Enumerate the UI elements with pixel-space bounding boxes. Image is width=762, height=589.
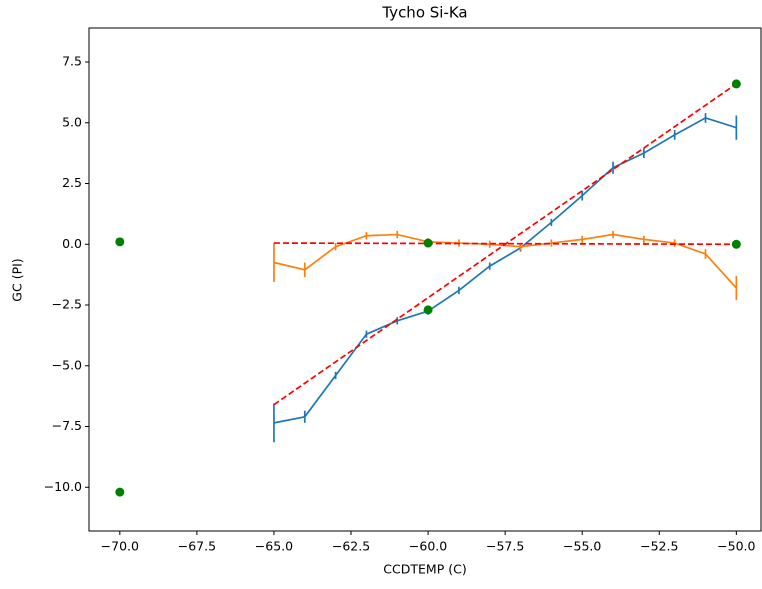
x-tick-label: −67.5 [178, 539, 216, 554]
x-tick-label: −65.0 [255, 539, 293, 554]
y-tick-label: −2.5 [52, 297, 82, 312]
y-tick-label: 2.5 [62, 175, 82, 190]
point [115, 487, 125, 497]
x-tick-label: −52.5 [640, 539, 678, 554]
data-line [273, 116, 737, 424]
x-tick-label: −57.5 [486, 539, 524, 554]
y-tick-label: 7.5 [62, 54, 82, 69]
x-tick-label: −70.0 [101, 539, 139, 554]
axes-frame [88, 27, 762, 532]
y-tick-label: −5.0 [52, 357, 82, 372]
y-tick-label: −7.5 [52, 418, 82, 433]
data-line [273, 233, 737, 289]
fit-line [273, 242, 737, 246]
point [423, 238, 433, 248]
y-tick-label: −10.0 [44, 479, 82, 494]
y-axis-label: GC (PI) [10, 258, 25, 301]
chart-title: Tycho Si-Ka [381, 4, 467, 22]
y-tick-label: 5.0 [62, 114, 82, 129]
x-tick-label: −55.0 [563, 539, 601, 554]
x-axis-label: CCDTEMP (C) [383, 562, 466, 577]
x-tick-label: −62.5 [332, 539, 370, 554]
x-tick-label: −60.0 [409, 539, 447, 554]
fit-line [273, 83, 737, 406]
point [731, 239, 741, 249]
y-tick-label: 0.0 [62, 236, 82, 251]
point [115, 237, 125, 247]
point [423, 305, 433, 315]
point [731, 79, 741, 89]
x-tick-label: −50.0 [717, 539, 755, 554]
